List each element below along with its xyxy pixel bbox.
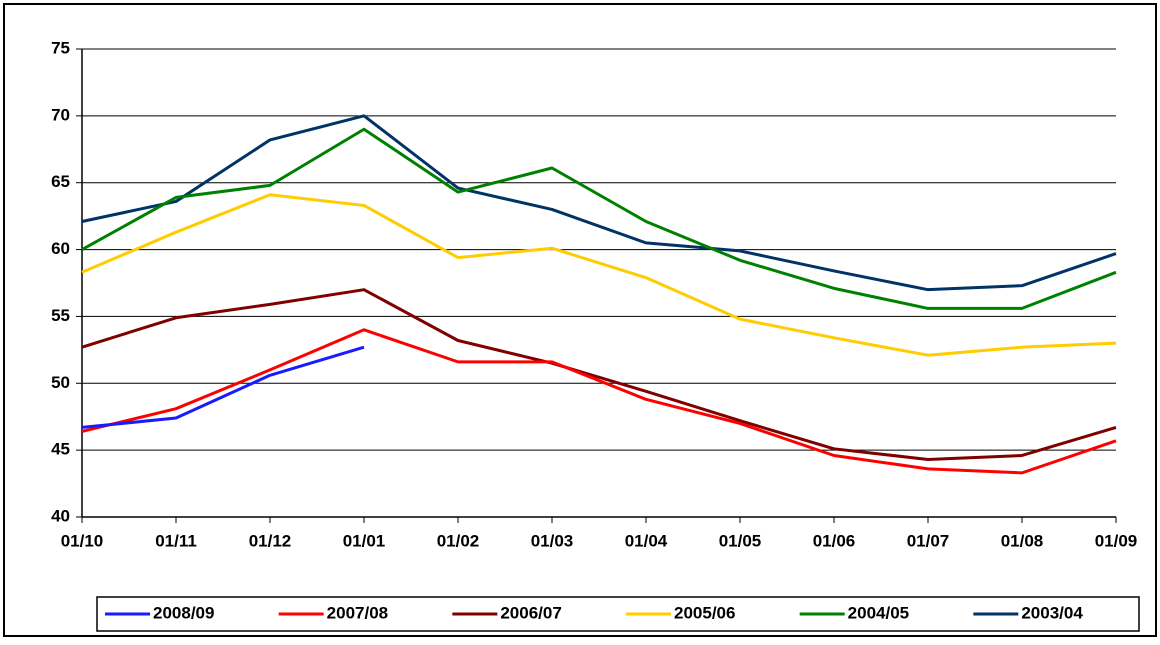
x-tick-label: 01/02 xyxy=(437,531,480,550)
x-tick-label: 01/11 xyxy=(155,531,197,550)
legend-label: 2005/06 xyxy=(674,603,735,622)
x-tick-label: 01/03 xyxy=(531,531,574,550)
y-tick-label: 65 xyxy=(51,172,70,191)
x-tick-label: 01/05 xyxy=(719,531,762,550)
series-line xyxy=(81,127,1117,310)
y-tick-label: 55 xyxy=(51,306,70,325)
y-tick-label: 40 xyxy=(51,506,70,525)
y-tick-label: 70 xyxy=(51,105,70,124)
y-tick-label: 50 xyxy=(51,373,70,392)
chart-border xyxy=(3,3,1157,637)
series-line xyxy=(81,114,1117,292)
legend-label: 2004/05 xyxy=(848,603,909,622)
series-line xyxy=(81,345,365,429)
legend-label: 2006/07 xyxy=(500,603,561,622)
legend-label: 2008/09 xyxy=(153,603,214,622)
y-tick-label: 45 xyxy=(51,440,70,459)
x-tick-label: 01/01 xyxy=(343,531,386,550)
x-tick-label: 01/08 xyxy=(1001,531,1044,550)
legend-label: 2007/08 xyxy=(327,603,388,622)
x-tick-label: 01/04 xyxy=(625,531,668,550)
x-tick-label: 01/10 xyxy=(61,531,104,550)
x-tick-label: 01/07 xyxy=(907,531,950,550)
x-tick-label: 01/09 xyxy=(1095,531,1138,550)
y-tick-label: 75 xyxy=(51,38,70,57)
series-line xyxy=(81,193,1117,357)
x-tick-label: 01/12 xyxy=(249,531,292,550)
legend-box xyxy=(96,596,1140,632)
legend-label: 2003/04 xyxy=(1021,603,1083,622)
y-tick-label: 60 xyxy=(51,239,70,258)
series-line xyxy=(81,288,1117,462)
series-line xyxy=(81,328,1117,475)
x-tick-label: 01/06 xyxy=(813,531,856,550)
